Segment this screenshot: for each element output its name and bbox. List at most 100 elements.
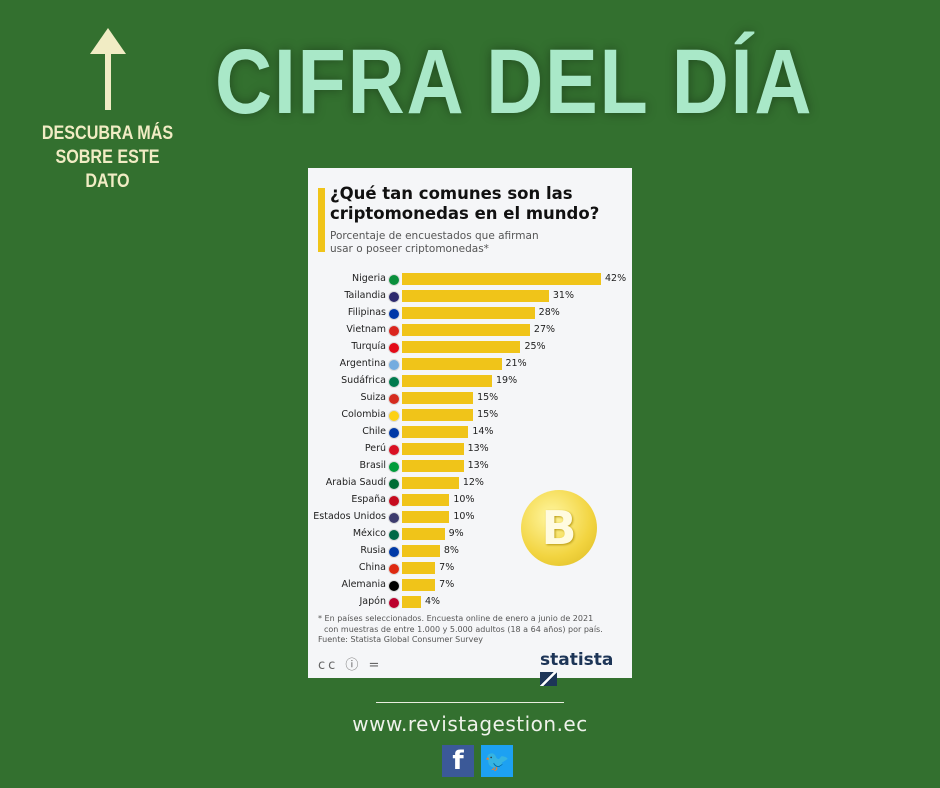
- bar-row: Arabia Saudí 12%: [308, 475, 632, 492]
- facebook-icon[interactable]: f: [442, 745, 474, 777]
- flag-icon: [388, 563, 400, 575]
- value-label: 19%: [496, 375, 518, 386]
- chart-subtitle: Porcentaje de encuestados que afirman us…: [330, 230, 539, 255]
- value-label: 14%: [472, 426, 494, 437]
- source: Fuente: Statista Global Consumer Survey: [318, 635, 483, 644]
- chart-card: ¿Qué tan comunes son las criptomonedas e…: [308, 168, 632, 686]
- flag-icon: [388, 274, 400, 286]
- category-label: España: [351, 494, 386, 505]
- flag-icon: [388, 410, 400, 422]
- bar: [402, 562, 436, 574]
- bar: [402, 324, 530, 336]
- bitcoin-icon: B: [521, 490, 597, 566]
- flag-icon: [388, 444, 400, 456]
- value-label: 31%: [552, 290, 574, 301]
- category-label: Alemania: [341, 579, 386, 590]
- bar-row: Filipinas 28%: [308, 305, 632, 322]
- flag-icon: [388, 461, 400, 473]
- bar-row: Estados Unidos 10%: [308, 509, 632, 526]
- brand: statista: [540, 650, 614, 670]
- value-label: 12%: [462, 477, 484, 488]
- flag-icon: [388, 376, 400, 388]
- value-label: 10%: [453, 511, 475, 522]
- category-label: Sudáfrica: [341, 375, 386, 386]
- value-label: 21%: [505, 358, 527, 369]
- bar: [402, 375, 493, 387]
- bar-row: Vietnam 27%: [308, 322, 632, 339]
- value-label: 25%: [524, 341, 546, 352]
- flag-icon: [388, 427, 400, 439]
- chart-title: ¿Qué tan comunes son las criptomonedas e…: [330, 184, 600, 223]
- bar-row: Chile 14%: [308, 424, 632, 441]
- cta-text[interactable]: DESCUBRA MÁS SOBRE ESTE DATO: [41, 123, 174, 192]
- flag-icon: [388, 512, 400, 524]
- statista-logo[interactable]: statista: [540, 650, 632, 690]
- note2: con muestras de entre 1.000 y 5.000 adul…: [324, 624, 603, 634]
- category-label: Estados Unidos: [313, 511, 386, 522]
- flag-icon: [388, 580, 400, 592]
- bar: [402, 443, 464, 455]
- license-icons[interactable]: cc ⓘ =: [318, 658, 383, 673]
- bar-row: Colombia 15%: [308, 407, 632, 424]
- bar: [402, 494, 450, 506]
- flag-icon: [388, 308, 400, 320]
- bar-row: Japón 4%: [308, 594, 632, 611]
- flag-icon: [388, 393, 400, 405]
- category-label: Filipinas: [347, 307, 386, 318]
- value-label: 42%: [605, 273, 627, 284]
- category-label: Vietnam: [346, 324, 386, 335]
- up-arrow-icon: [90, 28, 126, 110]
- bar-row: Nigeria 42%: [308, 271, 632, 288]
- flag-icon: [388, 478, 400, 490]
- bar: [402, 273, 601, 285]
- bar-row: Suiza 15%: [308, 390, 632, 407]
- category-label: China: [358, 562, 386, 573]
- category-label: Arabia Saudí: [325, 477, 386, 488]
- bar: [402, 579, 436, 591]
- category-label: Suiza: [360, 392, 387, 403]
- bar-row: Turquía 25%: [308, 339, 632, 356]
- bar-row: Tailandia 31%: [308, 288, 632, 305]
- bar-row: México 9%: [308, 526, 632, 543]
- category-label: Nigeria: [352, 273, 386, 284]
- flag-icon: [388, 495, 400, 507]
- bar: [402, 511, 450, 523]
- bar: [402, 341, 521, 353]
- note: * En países seleccionados. Encuesta onli…: [318, 614, 594, 623]
- flag-icon: [388, 342, 400, 354]
- value-label: 9%: [448, 528, 464, 539]
- bar: [402, 392, 474, 404]
- category-label: Rusia: [360, 545, 386, 556]
- divider: [376, 702, 564, 703]
- value-label: 7%: [439, 562, 455, 573]
- bar: [402, 545, 440, 557]
- bar: [402, 307, 535, 319]
- bar-row: Alemania 7%: [308, 577, 632, 594]
- flag-icon: [388, 291, 400, 303]
- value-label: 4%: [424, 596, 441, 607]
- category-label: Argentina: [339, 358, 386, 369]
- value-label: 13%: [467, 460, 489, 471]
- value-label: 15%: [477, 409, 499, 420]
- flag-icon: [388, 359, 400, 371]
- bar-row: España 10%: [308, 492, 632, 509]
- bar: [402, 596, 421, 608]
- category-label: Turquía: [351, 341, 386, 352]
- category-label: Chile: [362, 426, 386, 437]
- value-label: 28%: [538, 307, 560, 318]
- bar: [402, 409, 474, 421]
- bar: [402, 358, 502, 370]
- bar-row: Rusia 8%: [308, 543, 632, 560]
- flag-icon: [388, 597, 400, 609]
- headline: CIFRA DEL DÍA: [215, 31, 814, 133]
- site-url[interactable]: www.revistagestion.ec: [352, 712, 588, 736]
- twitter-icon[interactable]: 🐦: [481, 745, 513, 777]
- value-label: 13%: [467, 443, 489, 454]
- category-label: México: [352, 528, 386, 539]
- bar: [402, 477, 459, 489]
- bar-row: China 7%: [308, 560, 632, 577]
- bar: [402, 460, 464, 472]
- bar: [402, 528, 445, 540]
- flag-icon: [388, 325, 400, 337]
- value-label: 15%: [477, 392, 499, 403]
